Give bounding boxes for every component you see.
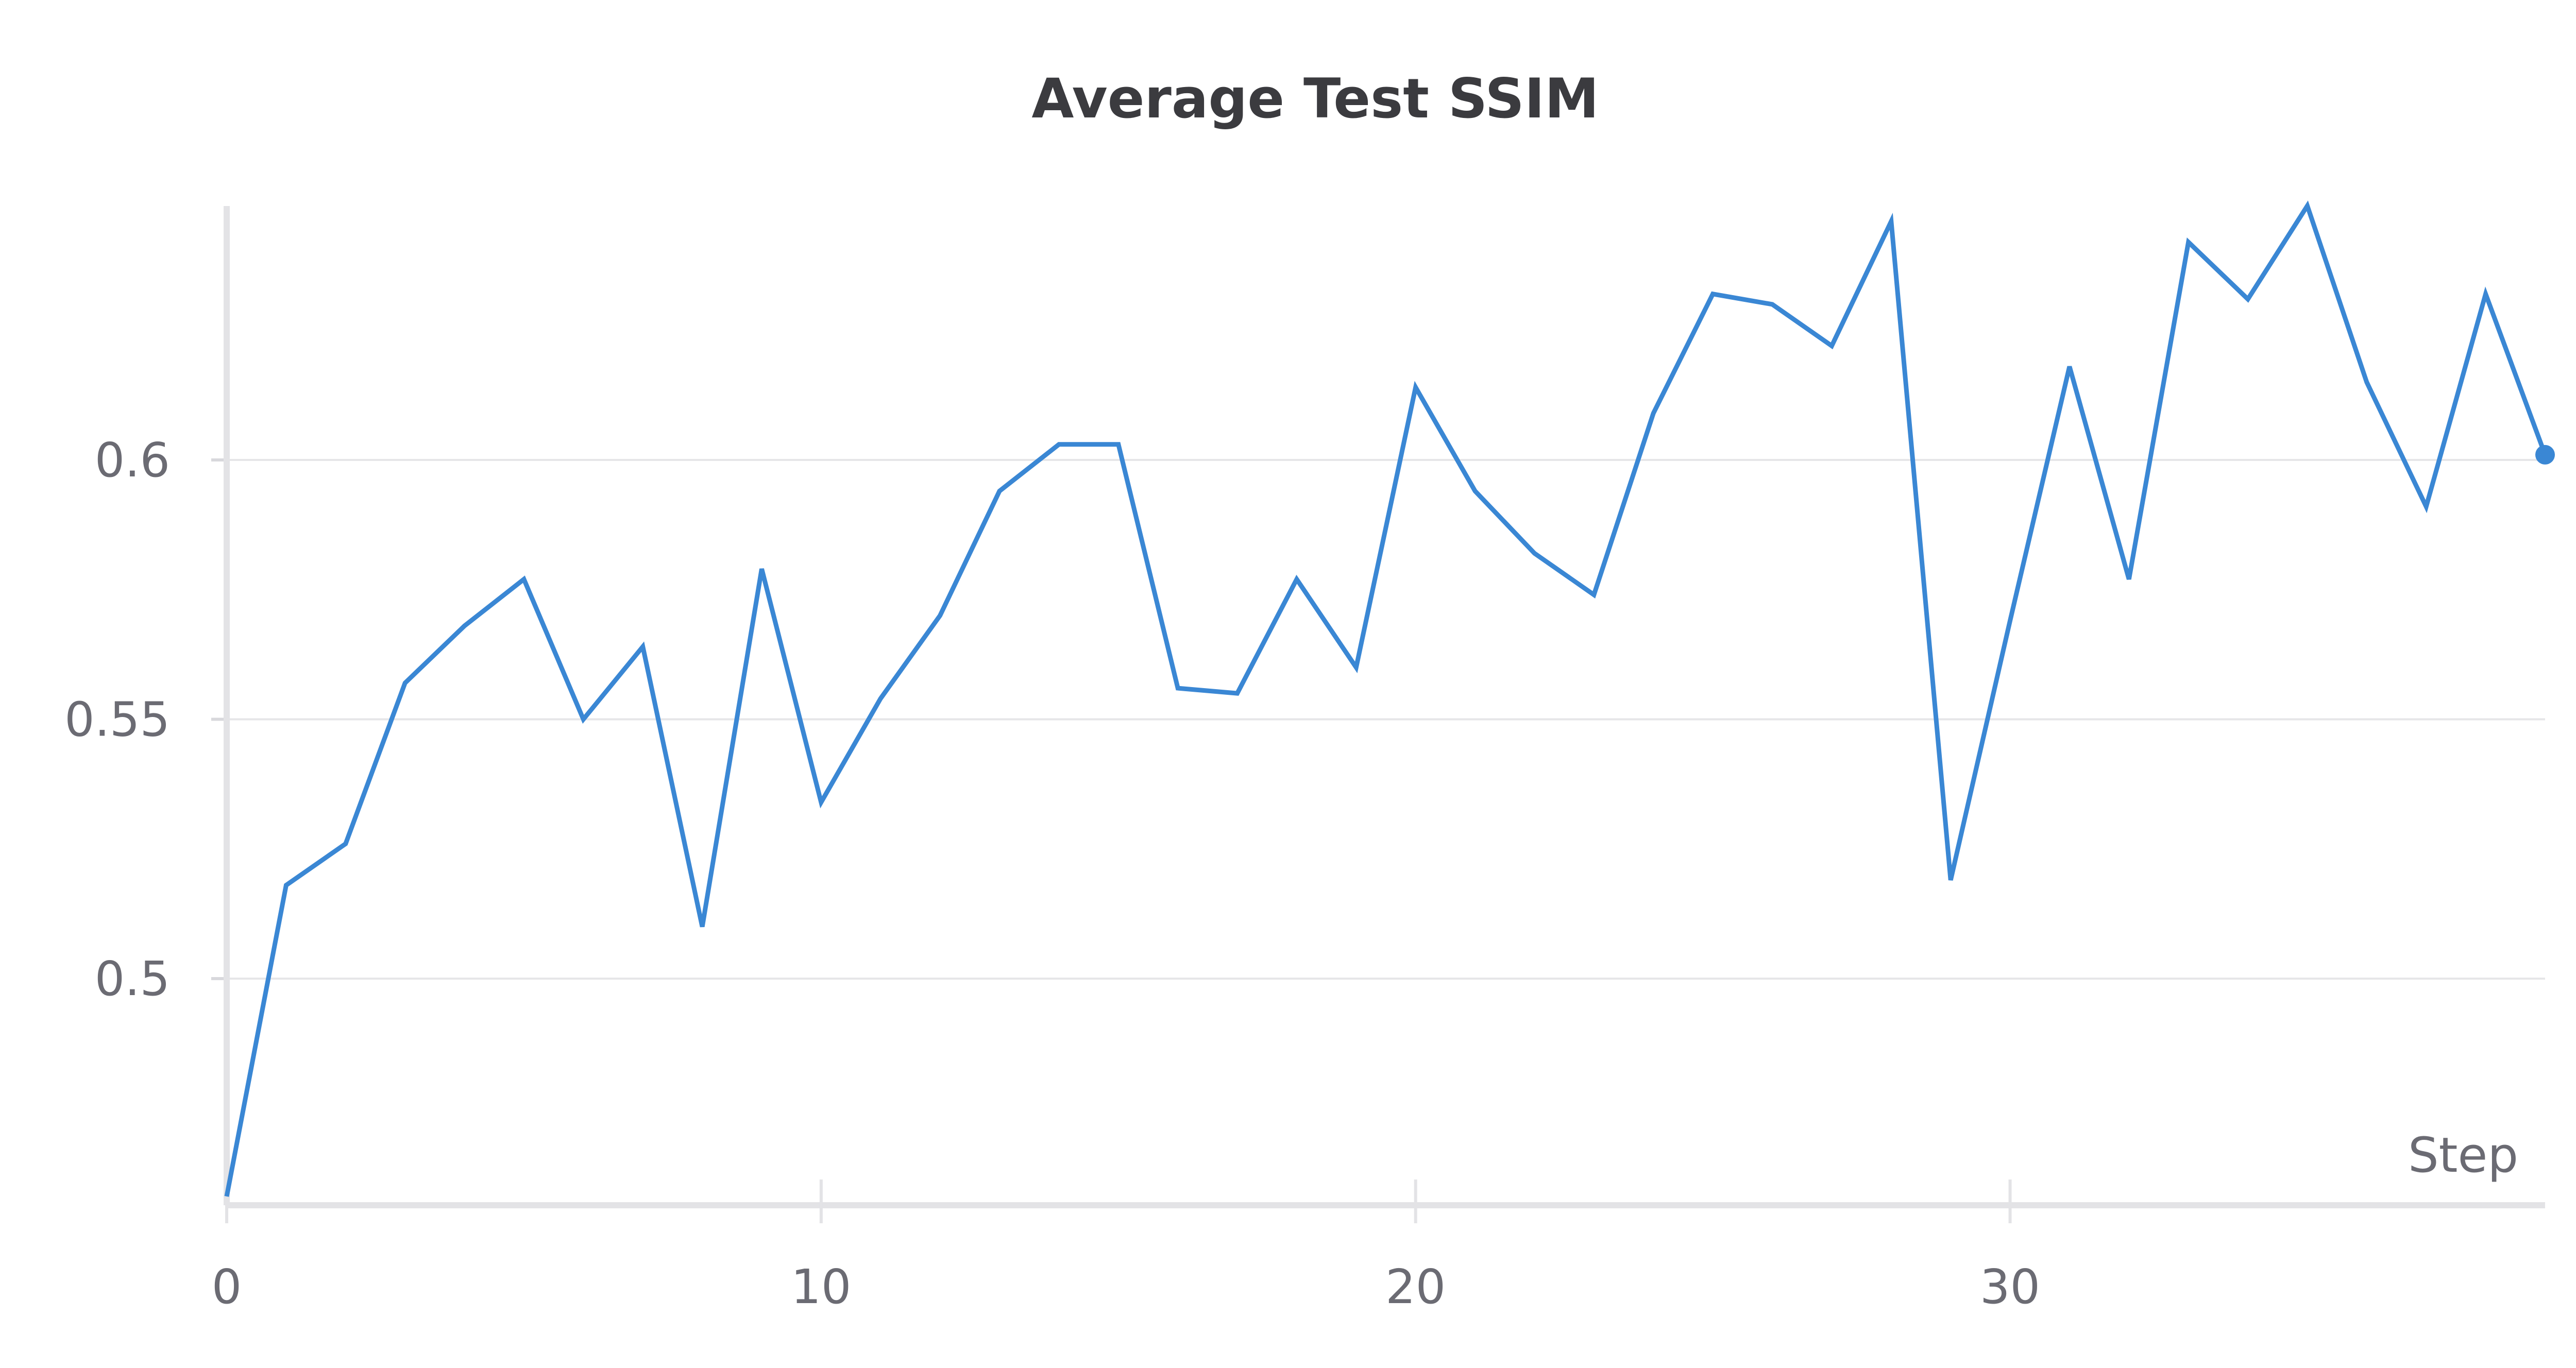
series-line	[224, 200, 2548, 1197]
grid-lines	[227, 459, 2545, 980]
axes	[211, 206, 2545, 1223]
y-tick-label: 0.5	[95, 951, 170, 1006]
x-tick-label: 20	[1385, 1259, 1446, 1314]
series-layer	[224, 200, 2555, 1197]
chart-title: Average Test SSIM	[1031, 67, 1599, 130]
tick-labels: 0.5 0.55 0.6 0 10 20 30	[64, 433, 2040, 1314]
x-tick-label: 30	[1980, 1259, 2040, 1314]
y-tick-label: 0.6	[95, 433, 170, 488]
y-tick-label: 0.55	[64, 692, 170, 747]
x-tick-label: 0	[212, 1259, 242, 1314]
x-axis-title: Step	[2408, 1127, 2518, 1184]
series-end-point	[2535, 444, 2555, 465]
x-tick-label: 10	[791, 1259, 851, 1314]
